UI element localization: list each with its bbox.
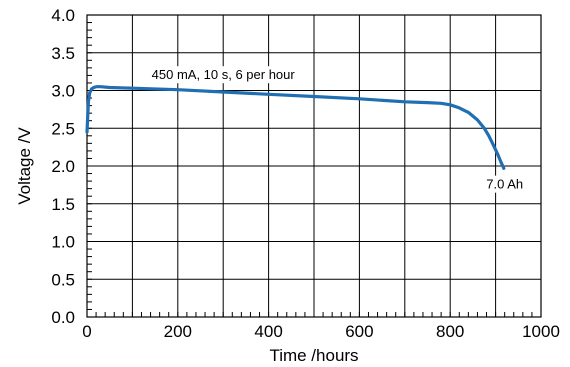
voltage-series-line xyxy=(85,85,506,170)
x-tick-label: 800 xyxy=(436,322,464,341)
x-tick-label: 200 xyxy=(164,322,192,341)
x-tick-labels: 0 200 400 600 800 1000 xyxy=(82,322,560,341)
annotation-test-conditions: 450 mA, 10 s, 6 per hour xyxy=(148,66,299,84)
series-layer xyxy=(85,85,506,170)
annotation-capacity: 7.0 Ah xyxy=(483,175,527,193)
annotation-text: 450 mA, 10 s, 6 per hour xyxy=(152,67,296,82)
y-tick-label: 2.0 xyxy=(51,157,75,176)
y-tick-label: 4.0 xyxy=(51,6,75,25)
annotations: 450 mA, 10 s, 6 per hour 7.0 Ah xyxy=(148,66,527,193)
y-tick-label: 2.5 xyxy=(51,119,75,138)
x-tick-label: 400 xyxy=(254,322,282,341)
plot-frame xyxy=(86,14,542,318)
x-tick-label: 1000 xyxy=(522,322,560,341)
y-tick-label: 3.5 xyxy=(51,44,75,63)
x-tick-label: 600 xyxy=(345,322,373,341)
x-axis-title: Time /hours xyxy=(269,346,358,365)
y-tick-label: 1.5 xyxy=(51,195,75,214)
grid xyxy=(86,14,542,318)
x-tick-label: 0 xyxy=(82,322,91,341)
annotation-background xyxy=(148,66,299,84)
y-tick-label: 3.0 xyxy=(51,82,75,101)
y-tick-label: 1.0 xyxy=(51,233,75,252)
y-axis-title: Voltage /V xyxy=(15,127,34,205)
annotation-background xyxy=(483,175,527,193)
annotation-text: 7.0 Ah xyxy=(486,177,523,192)
y-tick-label: 0.0 xyxy=(51,308,75,327)
y-tick-labels: 0.0 0.5 1.0 1.5 2.0 2.5 3.0 3.5 4.0 xyxy=(51,6,75,327)
y-tick-label: 0.5 xyxy=(51,270,75,289)
